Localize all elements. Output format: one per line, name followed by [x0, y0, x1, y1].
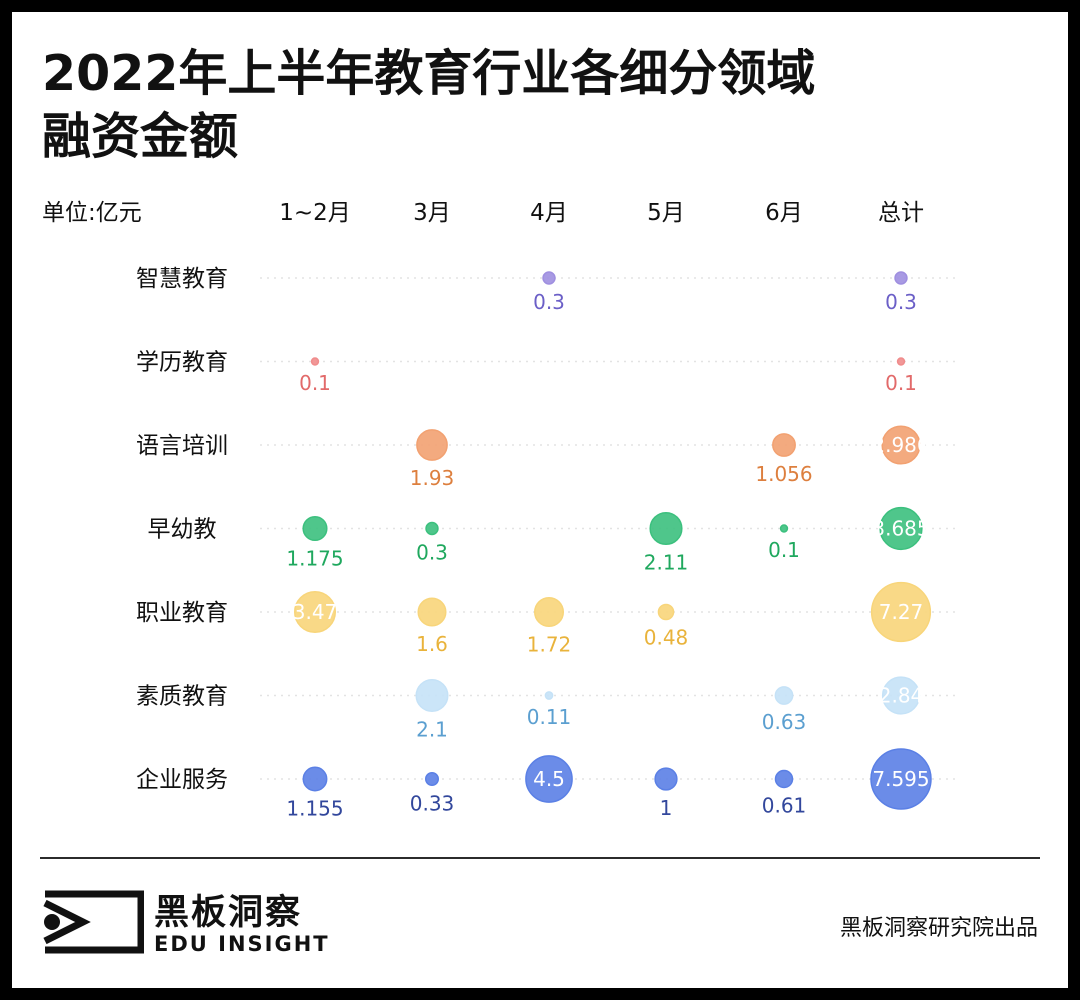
chart-title-line-2: 融资金额	[42, 108, 239, 165]
column-header: 5月	[647, 200, 685, 226]
data-label: 0.1	[768, 538, 800, 562]
data-label: 0.1	[885, 371, 917, 395]
bubble	[416, 429, 448, 461]
column-header: 4月	[530, 200, 568, 226]
row-label: 智慧教育	[136, 266, 228, 292]
data-label: 7.595	[872, 767, 929, 791]
row-label: 学历教育	[136, 350, 228, 376]
data-label: 0.48	[644, 626, 689, 650]
data-label: 0.1	[299, 371, 331, 395]
data-label: 1	[660, 796, 673, 820]
edu-insight-logo-icon	[43, 890, 144, 954]
data-label: 1.93	[410, 466, 455, 490]
bubble	[302, 766, 328, 792]
unit-label: 单位:亿元	[42, 200, 142, 226]
row-label: 企业服务	[136, 767, 228, 793]
data-label: 2.11	[644, 550, 689, 574]
bubble	[310, 357, 320, 366]
column-header: 6月	[765, 200, 803, 226]
data-label: 0.3	[885, 290, 917, 314]
bubble	[870, 581, 932, 643]
footer-divider	[40, 857, 1040, 859]
chart-title: 2022年上半年教育行业各细分领域 融资金额	[42, 42, 942, 168]
data-label: 0.3	[533, 290, 565, 314]
bubble	[544, 691, 554, 700]
data-label: 2.84	[879, 684, 924, 708]
data-label: 7.27	[879, 600, 924, 624]
data-label: 0.61	[762, 794, 807, 818]
bubble	[779, 524, 789, 533]
bubble	[424, 771, 440, 787]
data-label: 1.6	[416, 632, 448, 656]
data-label: 0.33	[410, 791, 455, 815]
bubble	[302, 515, 328, 542]
bubble	[649, 511, 683, 546]
data-label: 1.175	[286, 546, 343, 570]
bubble	[293, 590, 337, 634]
bubble	[425, 521, 439, 536]
data-label: 1.056	[755, 462, 812, 486]
column-header: 总计	[878, 200, 924, 226]
credit-text: 黑板洞察研究院出品	[839, 916, 1038, 941]
bubble	[894, 271, 908, 285]
data-label: 0.63	[762, 710, 807, 734]
row-label: 素质教育	[136, 684, 228, 710]
brand-name-en: EDU INSIGHT	[154, 932, 330, 956]
data-label: 4.5	[533, 767, 565, 791]
bubble	[417, 597, 447, 627]
bubble	[415, 678, 449, 713]
bubble	[657, 603, 675, 621]
bubble	[896, 357, 906, 366]
data-label: 0.3	[416, 540, 448, 564]
bubble	[533, 596, 565, 628]
row-label: 早幼教	[148, 517, 217, 543]
bubble	[654, 767, 678, 791]
chart-title-line-1: 2022年上半年教育行业各细分领域	[42, 45, 816, 102]
bubble	[772, 433, 796, 457]
bubble	[881, 425, 921, 465]
bubble	[542, 271, 556, 285]
bubble	[774, 769, 794, 789]
bubble	[774, 686, 794, 705]
data-label: 1.72	[527, 632, 572, 656]
data-label: 3.47	[293, 600, 338, 624]
bubble	[525, 755, 573, 803]
row-label: 语言培训	[136, 433, 228, 459]
row-label: 职业教育	[136, 600, 228, 626]
data-label: 0.11	[527, 705, 572, 729]
data-label: 2.986	[872, 433, 929, 457]
bubble	[870, 748, 932, 810]
chart-card: 2022年上半年教育行业各细分领域 融资金额 单位:亿元 1~2月 3月 4月 5月 6月…	[12, 12, 1068, 988]
bubble	[881, 676, 921, 715]
column-header: 3月	[413, 200, 451, 226]
data-label: 2.1	[416, 717, 448, 741]
brand-name-cn: 黑板洞察	[154, 893, 303, 933]
data-label: 1.155	[286, 797, 343, 821]
data-label: 3.685	[872, 517, 929, 541]
column-header: 1~2月	[279, 200, 351, 226]
bubble	[879, 506, 923, 551]
